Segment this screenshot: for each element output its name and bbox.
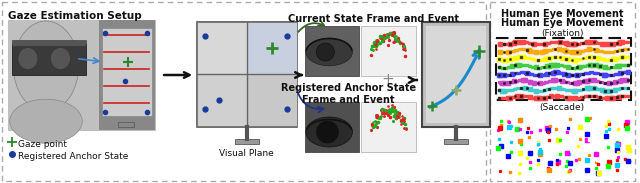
Text: Gaze Estimation Setup: Gaze Estimation Setup <box>8 11 141 21</box>
Bar <box>247 22 296 74</box>
Circle shape <box>316 43 334 61</box>
Text: Visual Plane: Visual Plane <box>220 149 274 158</box>
Bar <box>422 22 490 127</box>
Bar <box>361 102 416 152</box>
Bar <box>118 122 134 127</box>
Bar <box>305 102 359 152</box>
Text: (Saccade): (Saccade) <box>540 103 585 112</box>
Bar <box>495 38 631 100</box>
Ellipse shape <box>306 38 353 66</box>
Ellipse shape <box>13 21 79 111</box>
Bar <box>8 20 156 130</box>
Bar <box>197 22 296 127</box>
Bar <box>197 22 247 74</box>
Ellipse shape <box>18 48 38 70</box>
Bar <box>426 26 486 123</box>
Text: Registered Anchor State
Frame and Event: Registered Anchor State Frame and Event <box>281 83 416 105</box>
Bar <box>247 74 296 126</box>
Bar <box>102 28 152 116</box>
Bar <box>2 2 486 181</box>
Bar <box>12 40 86 46</box>
Text: Current State Frame and Event: Current State Frame and Event <box>287 14 459 24</box>
Text: Human Eye Movement: Human Eye Movement <box>501 9 623 19</box>
Bar <box>235 139 259 144</box>
Bar <box>305 26 359 76</box>
Text: +: + <box>381 72 394 87</box>
Bar <box>99 20 156 130</box>
Text: Human Eye Movement: Human Eye Movement <box>501 18 623 28</box>
Ellipse shape <box>10 99 82 143</box>
Bar <box>197 74 247 126</box>
Bar <box>12 44 86 75</box>
Text: Gaze point: Gaze point <box>18 140 67 149</box>
Text: (Fixation): (Fixation) <box>541 29 584 38</box>
Bar <box>361 26 416 76</box>
Bar <box>490 2 635 181</box>
Ellipse shape <box>306 117 353 147</box>
Circle shape <box>317 121 339 143</box>
Bar <box>8 20 99 130</box>
Bar <box>444 139 468 144</box>
Ellipse shape <box>51 48 70 70</box>
Text: Registered Anchor State: Registered Anchor State <box>18 152 128 161</box>
